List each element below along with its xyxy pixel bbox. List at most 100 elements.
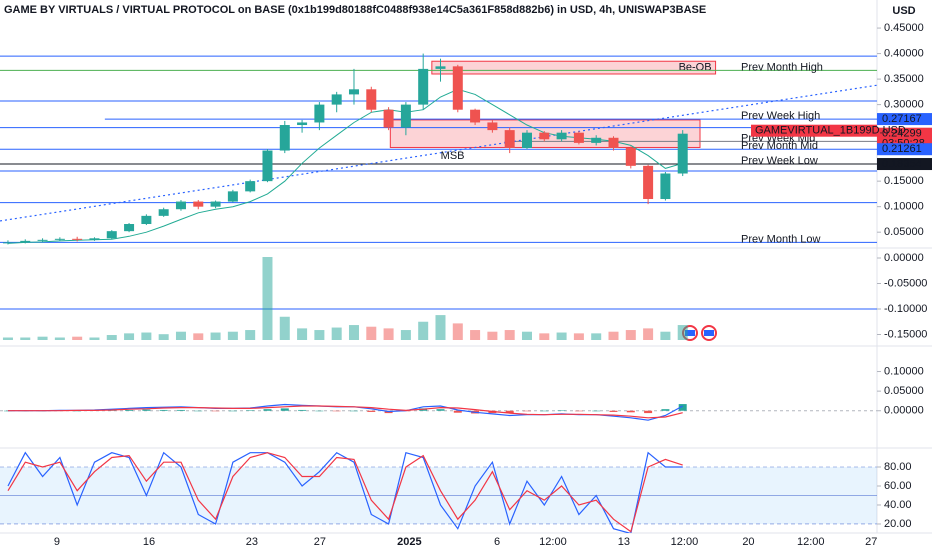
volume-bar [435, 315, 446, 340]
volume-bar [452, 323, 463, 340]
x-tick-label: 23 [246, 536, 258, 548]
candle-body [625, 147, 636, 166]
histogram-bar [574, 410, 583, 412]
candle-body [452, 66, 463, 110]
histogram-bar [557, 410, 566, 411]
pane [0, 257, 877, 340]
price-badge-label: 0.24299 [882, 128, 922, 140]
x-tick-label: 20 [742, 536, 754, 548]
candle-body [106, 231, 117, 239]
volume-bar [643, 328, 654, 340]
zone [431, 60, 717, 75]
x-tick-label: 2025 [397, 536, 421, 548]
y-tick-label: 0.05000 [884, 385, 924, 397]
y-tick-label: 0.15000 [884, 175, 924, 187]
volume-bar [262, 257, 273, 340]
volume-bar [20, 337, 31, 340]
volume-bar [141, 332, 152, 340]
candle-body [141, 215, 152, 225]
histogram-bar [505, 410, 514, 414]
candle-body [2, 242, 13, 244]
zone-label: Be-OB [679, 62, 712, 74]
price-badge-label: 0.27167 [882, 113, 922, 125]
histogram-bar [678, 404, 687, 411]
candle-body [539, 132, 550, 140]
histogram-bar [367, 410, 376, 412]
volume-bar [470, 330, 481, 340]
volume-bar [314, 330, 325, 340]
y-tick-label: 20.00 [884, 518, 912, 530]
x-tick-label: 16 [143, 536, 155, 548]
volume-bar [193, 333, 204, 340]
volume-bar [210, 332, 221, 340]
candle-body [72, 238, 83, 240]
candle-body [124, 224, 135, 232]
candle-body [262, 150, 273, 182]
candle-body [175, 201, 186, 210]
histogram-bar [332, 410, 341, 412]
volume-bar [106, 335, 117, 340]
candle-body [297, 122, 308, 126]
volume-bar [72, 336, 83, 340]
x-tick-label: 6 [494, 536, 500, 548]
histogram-bar [125, 409, 134, 411]
candle-body [20, 240, 31, 243]
candle-body [521, 132, 532, 148]
histogram-bar [142, 409, 151, 411]
pane [0, 403, 877, 421]
histogram-bar [228, 410, 237, 412]
histogram-bar [298, 409, 307, 411]
volume-bar [279, 316, 290, 340]
histogram-bar [3, 410, 12, 412]
candle-body [487, 122, 498, 131]
y-tick-label: 40.00 [884, 499, 912, 511]
candle-body [158, 209, 169, 216]
candle-body [556, 132, 567, 140]
symbol-badge [751, 124, 877, 137]
histogram-bar [436, 409, 445, 411]
candle-body [591, 137, 602, 143]
volume-bar [625, 330, 636, 340]
x-tick-label: 9 [54, 536, 60, 548]
annotation: MSB [441, 150, 465, 162]
histogram-bar [661, 409, 670, 411]
histogram-bar [453, 410, 462, 413]
histogram-bar [280, 408, 289, 411]
x-tick-label: 27 [865, 536, 877, 548]
candle-body [245, 181, 256, 192]
volume-bar [2, 337, 13, 340]
price-badge-label: 0.18354 [882, 158, 922, 170]
volume-bar [89, 337, 100, 340]
candle-body [314, 104, 325, 123]
candle-body [89, 238, 100, 240]
y-tick-label: 0.00000 [884, 405, 924, 417]
level-label: Prev Month Low [741, 233, 821, 245]
volume-bar [227, 331, 238, 340]
candle-body [366, 89, 377, 110]
y-tick-label: 0.35000 [884, 73, 924, 85]
candle-body [37, 239, 48, 241]
histogram-bar [522, 410, 531, 412]
histogram-bar [211, 410, 220, 412]
candle-body [383, 109, 394, 128]
histogram-bar [246, 410, 255, 411]
candle-body [279, 125, 290, 151]
volume-bar [54, 337, 65, 340]
volume-bar [245, 330, 256, 340]
y-tick-label: 0.05000 [884, 226, 924, 238]
moving-average [7, 88, 683, 244]
y-tick-label: 80.00 [884, 461, 912, 473]
level-label: Prev Week High [741, 110, 820, 122]
candle-body [608, 137, 619, 148]
histogram-bar [592, 410, 601, 412]
volume-bar [124, 333, 135, 340]
level-label: Prev Month High [741, 61, 823, 73]
candle-body [210, 201, 221, 207]
candle-body [54, 238, 65, 240]
x-tick-label: 12:00 [539, 536, 567, 548]
candle-body [418, 68, 429, 105]
y-tick-label: 0.10000 [884, 201, 924, 213]
candle-body [677, 133, 688, 174]
